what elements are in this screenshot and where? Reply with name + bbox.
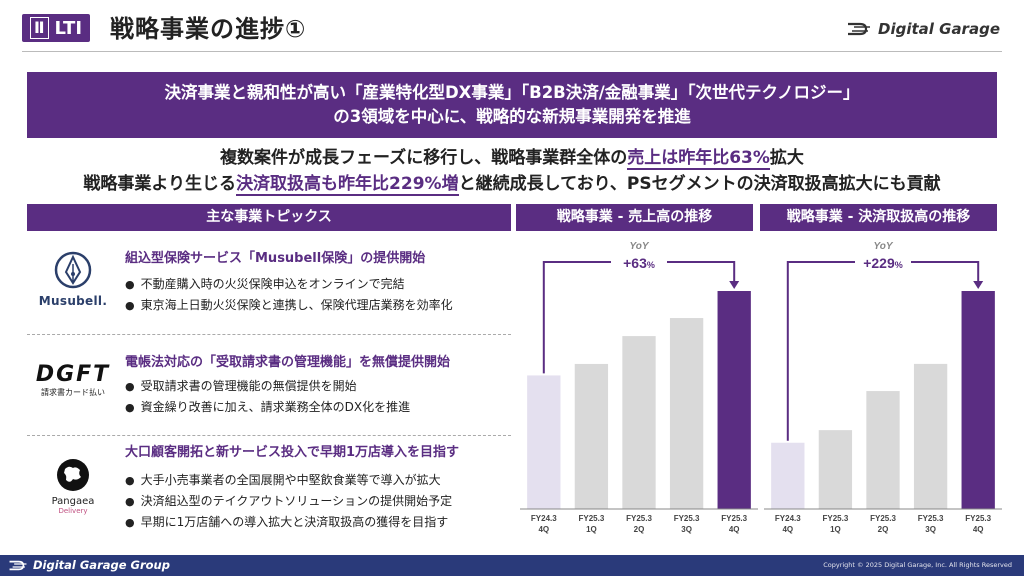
topic-title: 電帳法対応の「受取請求書の管理機能」を無償提供開始: [125, 355, 451, 370]
bullet-item: 資金繰り改善に加え、請求業務全体のDX化を推進: [125, 397, 410, 418]
summary-highlight: 売上は昨年比63%: [627, 148, 770, 170]
summary-text: 複数案件が成長フェーズに移行し、戦略事業群全体の: [220, 148, 628, 168]
footer-brand-name: Digital Garage Group: [33, 558, 170, 572]
chart-panel-1: FY24.3 4Q FY25.3 1Q FY25.3 2Q FY25.3 3Q FY25.3 4Q…: [520, 241, 758, 534]
dg-logo-icon: [9, 560, 27, 570]
yoy-label: YoY: [873, 241, 893, 252]
tick-label: 3Q: [681, 525, 692, 534]
tick-label: 1Q: [586, 525, 597, 534]
tick-label: FY25.3: [918, 514, 944, 523]
dg-logo-icon: [848, 22, 870, 36]
topic-divider: [27, 334, 511, 335]
chart-1-title: 戦略事業 - 売上高の推移: [516, 204, 753, 231]
bar: [818, 430, 853, 509]
section-tag: Ⅱ LTI: [22, 14, 91, 42]
topic-bullets: 受取請求書の管理機能の無償提供を開始 資金繰り改善に加え、請求業務全体のDX化を…: [125, 376, 410, 418]
dgft-logo: DGFT 請求書カード払い: [27, 362, 119, 398]
chart-panel-2: FY24.3 4Q FY25.3 1Q FY25.3 2Q FY25.3 3Q FY25.3 4Q…: [764, 241, 1002, 534]
topic-bullets: 不動産購入時の火災保険申込をオンラインで完結 東京海上日動火災保険と連携し、保険…: [125, 274, 453, 316]
tick-label: FY24.3: [531, 514, 557, 523]
pangaea-globe-icon: [57, 459, 89, 491]
yoy-bracket: [542, 261, 736, 374]
tick-label: FY25.3: [674, 514, 700, 523]
bar: [771, 442, 805, 509]
tick-label: 2Q: [878, 525, 889, 534]
yoy-value: +229%: [863, 255, 903, 271]
topic-musubell: Musubell. 組込型保険サービス「Musubell保険」の提供開始 不動産…: [27, 244, 511, 332]
topics-header: 主な事業トピックス: [27, 204, 511, 231]
tick-label: FY25.3: [823, 514, 849, 523]
yoy-arrowhead: [973, 281, 984, 289]
tick-label: FY25.3: [579, 514, 605, 523]
footer-copyright: Copyright © 2025 Digital Garage, Inc. Al…: [823, 561, 1012, 569]
tick-label: FY25.3: [721, 514, 747, 523]
bar: [622, 336, 656, 509]
summary-highlight: 決済取扱高も昨年比229%増: [236, 174, 459, 196]
banner-line-1: 決済事業と親和性が高い「産業特化型DX事業」「B2B決済/金融事業」「次世代テク…: [164, 83, 860, 102]
footer-bar: Digital Garage Group Copyright © 2025 Di…: [0, 555, 1024, 576]
musubell-logo-text: Musubell.: [38, 294, 108, 308]
bar: [866, 391, 900, 509]
slide-header: Ⅱ LTI 戦略事業の進捗① Digital Garage: [0, 0, 1024, 52]
bullet-item: 不動産購入時の火災保険申込をオンラインで完結: [125, 274, 453, 295]
topic-bullets: 大手小売事業者の全国展開や中堅飲食業等で導入が拡大 決済組込型のテイクアウトソリ…: [125, 470, 453, 533]
section-label: LTI: [54, 17, 83, 39]
bar: [527, 375, 561, 509]
page-title: 戦略事業の進捗①: [110, 15, 307, 43]
tick-label: FY24.3: [775, 514, 801, 523]
brand-logo: Digital Garage: [846, 20, 1000, 38]
summary-line-2: 戦略事業より生じる決済取扱高も昨年比229%増と継続成長しており、PSセグメント…: [0, 172, 1024, 196]
bullet-item: 東京海上日動火災保険と連携し、保険代理店業務を効率化: [125, 295, 453, 316]
pangaea-logo-text: Pangaea: [51, 496, 95, 507]
bar: [574, 363, 609, 509]
section-roman: Ⅱ: [30, 17, 49, 39]
dgft-logo-sub: 請求書カード払い: [41, 388, 105, 397]
bar: [913, 363, 948, 509]
tick-label: 4Q: [973, 525, 984, 534]
yoy-label: YoY: [629, 241, 649, 252]
bar: [717, 291, 751, 509]
tick-label: 4Q: [782, 525, 793, 534]
musubell-mark-icon: [54, 251, 92, 289]
tick-label: 1Q: [830, 525, 841, 534]
summary-text: と継続成長しており、PSセグメントの決済取扱高拡大にも貢献: [458, 174, 941, 194]
banner-line-2: の3領域を中心に、戦略的な新規事業開発を推進: [333, 107, 691, 126]
dgft-logo-text: DGFT: [35, 362, 111, 387]
topic-dgft: DGFT 請求書カード払い 電帳法対応の「受取請求書の管理機能」を無償提供開始 …: [27, 344, 511, 434]
yoy-arrowhead: [729, 281, 740, 289]
bullet-item: 大手小売事業者の全国展開や中堅飲食業等で導入が拡大: [125, 470, 452, 491]
summary-text: 拡大: [769, 148, 804, 168]
bar: [669, 318, 704, 509]
tick-label: 3Q: [925, 525, 936, 534]
tick-label: 4Q: [538, 525, 549, 534]
pangaea-logo-sub: Delivery: [58, 507, 88, 515]
topic-title: 組込型保険サービス「Musubell保険」の提供開始: [125, 251, 426, 266]
pangaea-logo: Pangaea Delivery: [27, 458, 119, 515]
tick-label: FY25.3: [965, 514, 991, 523]
summary-text: 戦略事業より生じる: [83, 174, 237, 194]
yoy-bracket: [786, 261, 980, 441]
header-divider: [22, 51, 1002, 52]
bullet-item: 早期に1万店舗への導入拡大と決済取扱高の獲得を目指す: [125, 512, 452, 533]
headline-banner: 決済事業と親和性が高い「産業特化型DX事業」「B2B決済/金融事業」「次世代テク…: [27, 72, 997, 138]
charts-area: FY24.3 4Q FY25.3 1Q FY25.3 2Q FY25.3 3Q FY25.3 4Q…: [520, 241, 1002, 534]
topic-title: 大口顧客開拓と新サービス投入で早期1万店導入を目指す: [125, 445, 460, 460]
tick-label: FY25.3: [626, 514, 652, 523]
tick-label: 4Q: [729, 525, 740, 534]
tick-label: FY25.3: [870, 514, 896, 523]
topic-divider: [27, 435, 511, 436]
topic-pangaea: Pangaea Delivery 大口顧客開拓と新サービス投入で早期1万店導入を…: [27, 440, 511, 550]
summary-line-1: 複数案件が成長フェーズに移行し、戦略事業群全体の売上は昨年比63%拡大: [0, 146, 1024, 170]
bullet-item: 決済組込型のテイクアウトソリューションの提供開始予定: [125, 491, 453, 512]
yoy-value: +63%: [623, 255, 655, 271]
chart-2-title: 戦略事業 - 決済取扱高の推移: [760, 204, 997, 231]
brand-name: Digital Garage: [878, 20, 1000, 38]
bullet-item: 受取請求書の管理機能の無償提供を開始: [125, 376, 410, 397]
tick-label: 2Q: [634, 525, 645, 534]
footer-brand: Digital Garage Group: [8, 558, 170, 572]
musubell-logo: Musubell.: [27, 250, 119, 308]
bar: [961, 291, 995, 509]
